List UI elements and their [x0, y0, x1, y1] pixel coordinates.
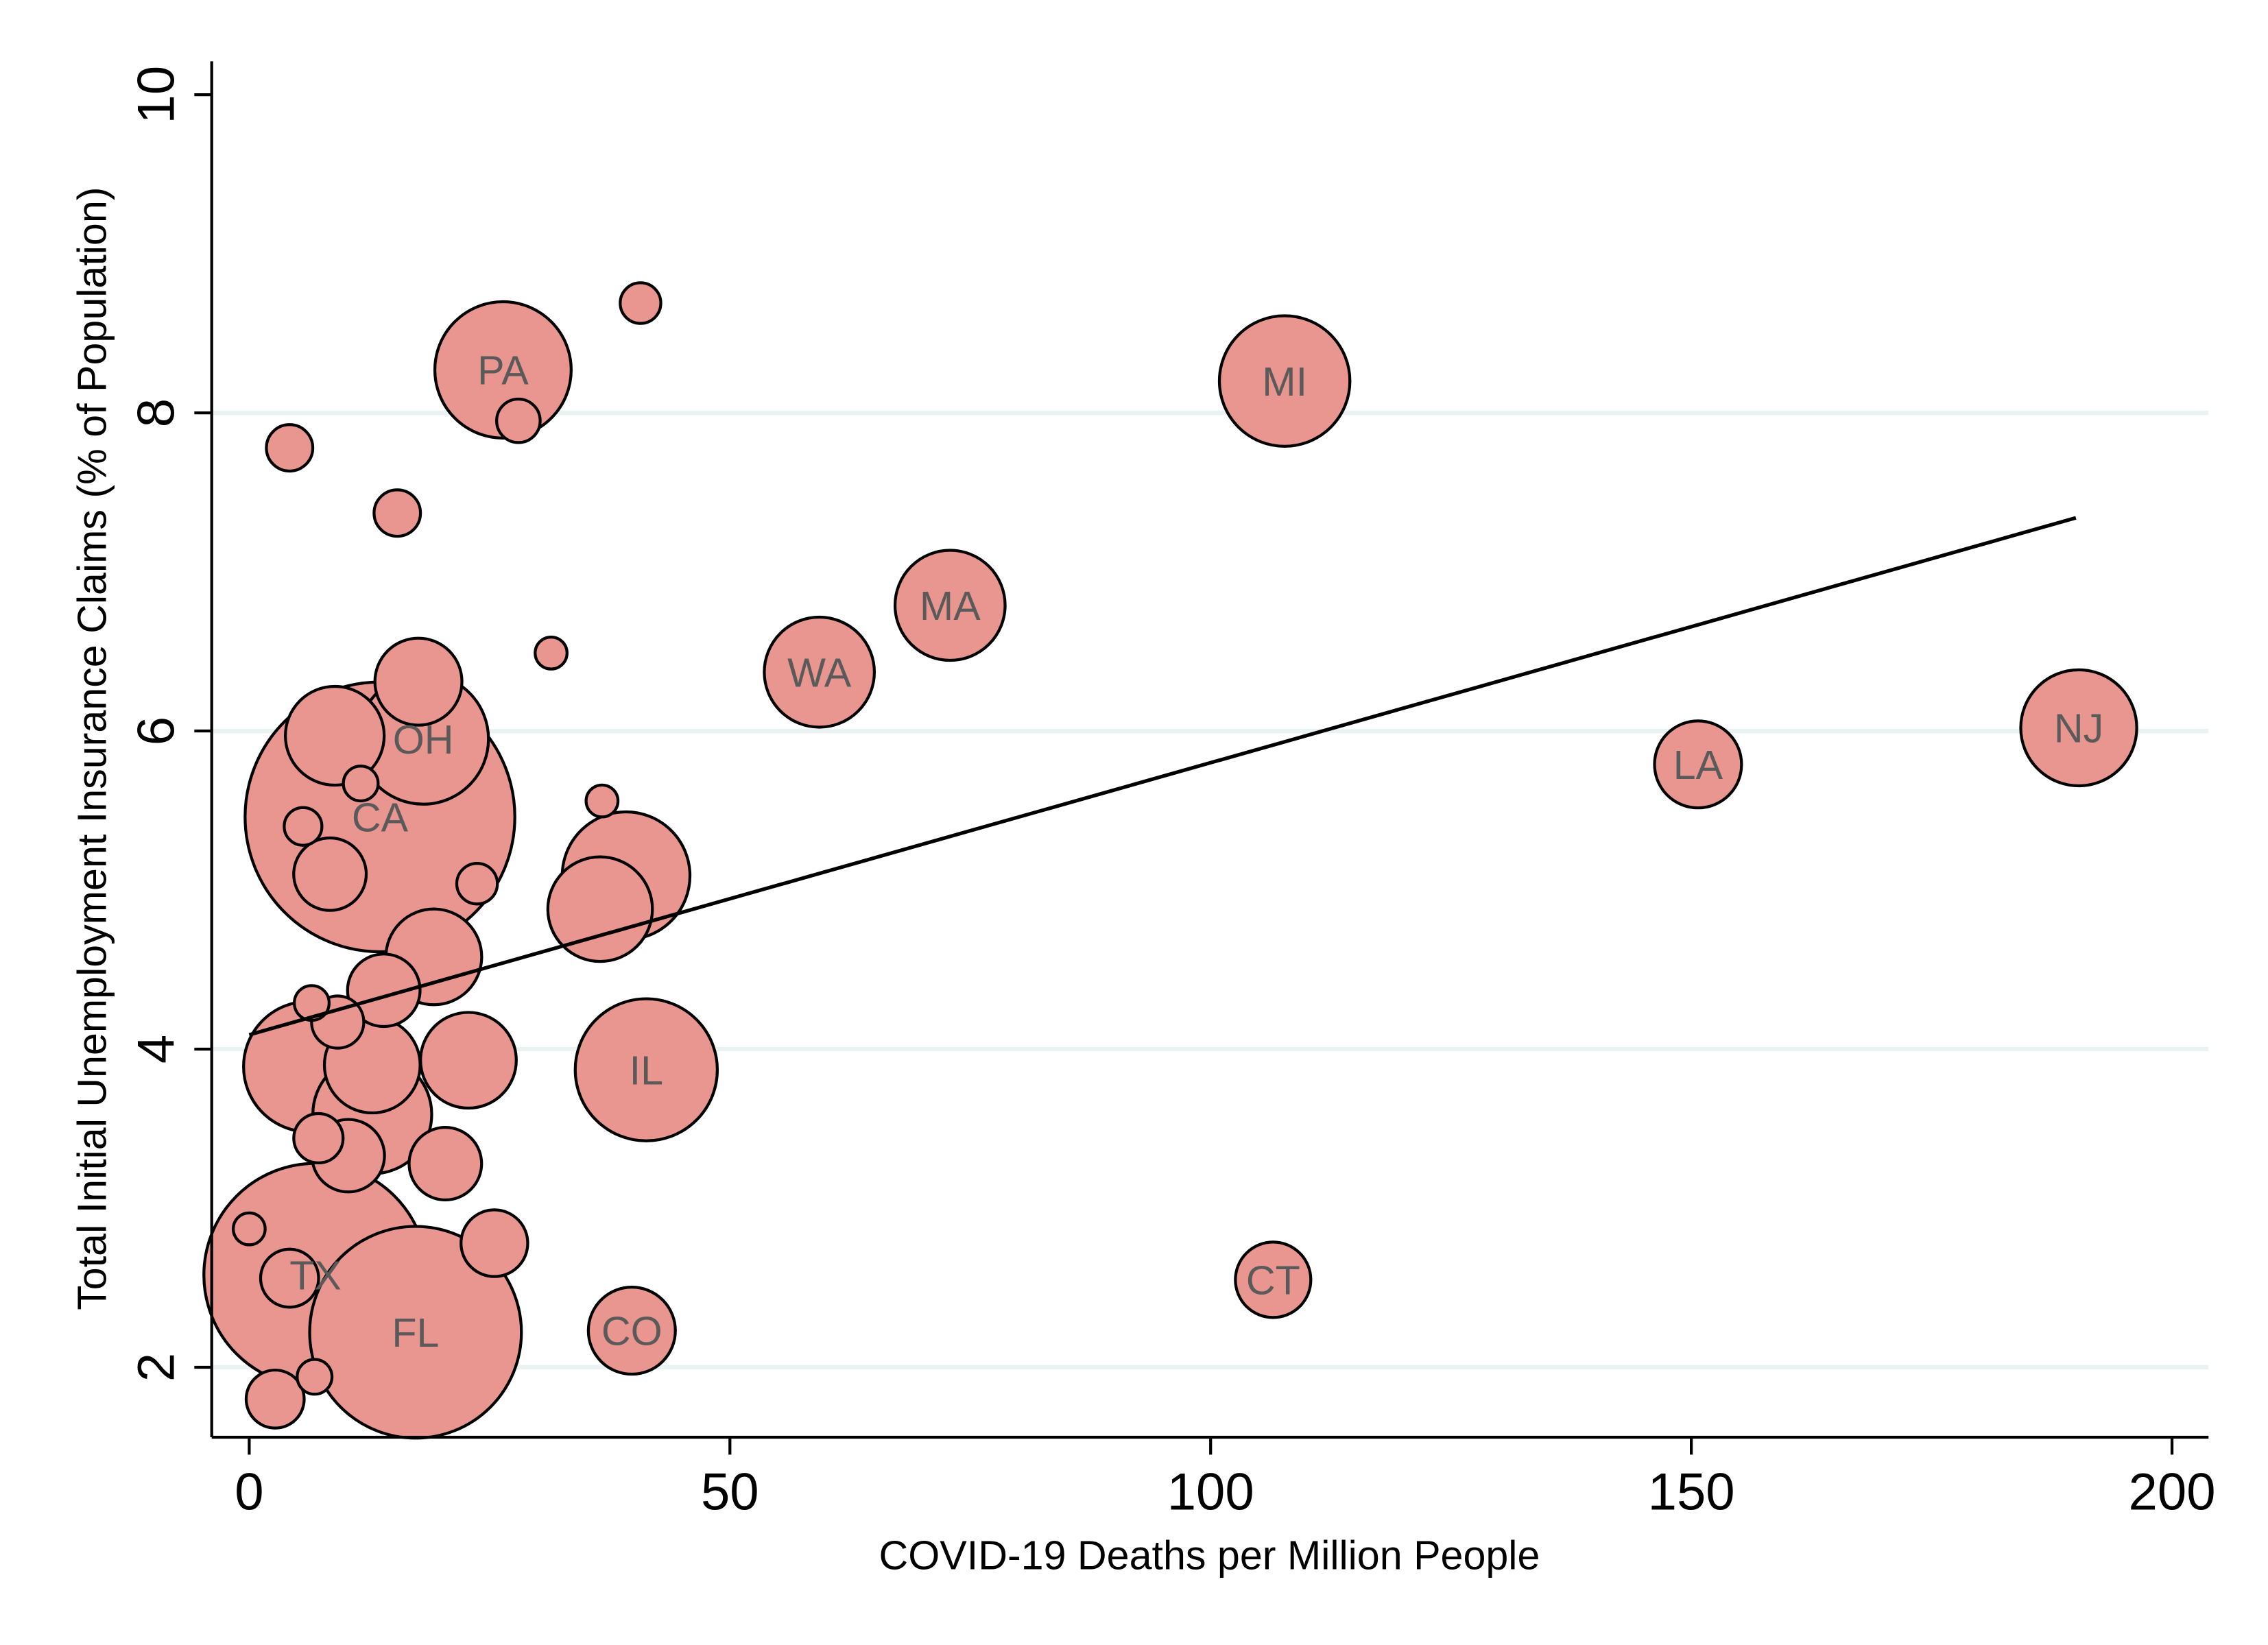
bubble-point [573, 997, 719, 1142]
bubble-point [372, 488, 422, 538]
bubble-label: WA [787, 649, 852, 695]
bubble-label: CA [352, 794, 409, 840]
bubble-point [586, 1286, 677, 1376]
y-tick-label: 6 [128, 717, 186, 745]
bubble-point [265, 423, 315, 473]
bubble-point [292, 836, 368, 912]
y-ticks: 2 4 6 8 10 [128, 66, 212, 1382]
bubble-point [293, 984, 331, 1022]
bubble-point [534, 635, 569, 671]
bubble-point [1217, 314, 1352, 448]
bubble-label: TX [289, 1253, 342, 1299]
bubble-point [232, 1211, 267, 1247]
y-tick-label: 4 [128, 1035, 186, 1064]
bubble-point [546, 855, 654, 963]
bubble-point [459, 1208, 529, 1278]
bubble-labels: PA MI MA WA LA NJ CA OH IL TX FL CO CT [289, 348, 2103, 1356]
bubble-label: MI [1262, 359, 1307, 405]
y-tick-label: 8 [128, 398, 186, 427]
bubble-label: LA [1673, 742, 1723, 788]
bubble-label: PA [477, 348, 529, 394]
bubble-point [373, 636, 464, 727]
bubble-label: CO [601, 1308, 663, 1354]
bubble-point [284, 684, 386, 787]
x-tick-label: 200 [2129, 1463, 2216, 1522]
bubble-point [1234, 1240, 1313, 1319]
bubble-point [292, 1112, 345, 1164]
bubble-label: NJ [2054, 706, 2103, 752]
bubble-point [893, 549, 1007, 662]
bubble-point [407, 1126, 484, 1201]
bubble-label: CT [1246, 1258, 1300, 1304]
x-tick-label: 0 [235, 1463, 263, 1522]
bubble-point [346, 952, 422, 1029]
x-axis-title: COVID-19 Deaths per Million People [879, 1532, 1540, 1578]
bubble-point [244, 1368, 306, 1430]
bubbles [202, 281, 2138, 1440]
bubble-label: MA [920, 583, 981, 629]
bubble-label: FL [392, 1310, 439, 1356]
x-tick-label: 100 [1167, 1463, 1254, 1522]
bubble-point [455, 862, 499, 906]
bubble-label: OH [393, 717, 454, 763]
y-tick-label: 2 [128, 1353, 186, 1382]
bubble-point [283, 806, 324, 847]
x-ticks: 0 50 100 150 200 [235, 1437, 2216, 1522]
y-axis-title: Total Initial Unemployment Insurance Cla… [69, 187, 115, 1310]
x-tick-label: 50 [701, 1463, 759, 1522]
bubble-point [619, 281, 663, 325]
y-tick-label: 10 [128, 66, 186, 124]
x-tick-label: 150 [1648, 1463, 1735, 1522]
bubble-point [296, 1358, 334, 1396]
bubble-point [259, 1247, 320, 1309]
bubble-point [2019, 668, 2138, 788]
bubble-point [342, 765, 380, 803]
bubble-point [495, 397, 542, 444]
bubble-label: IL [630, 1047, 663, 1093]
bubble-point [1653, 719, 1743, 810]
fit-line [248, 516, 2077, 1037]
bubble-point [584, 783, 620, 819]
bubble-point [763, 615, 876, 729]
bubble-point [419, 1011, 518, 1110]
